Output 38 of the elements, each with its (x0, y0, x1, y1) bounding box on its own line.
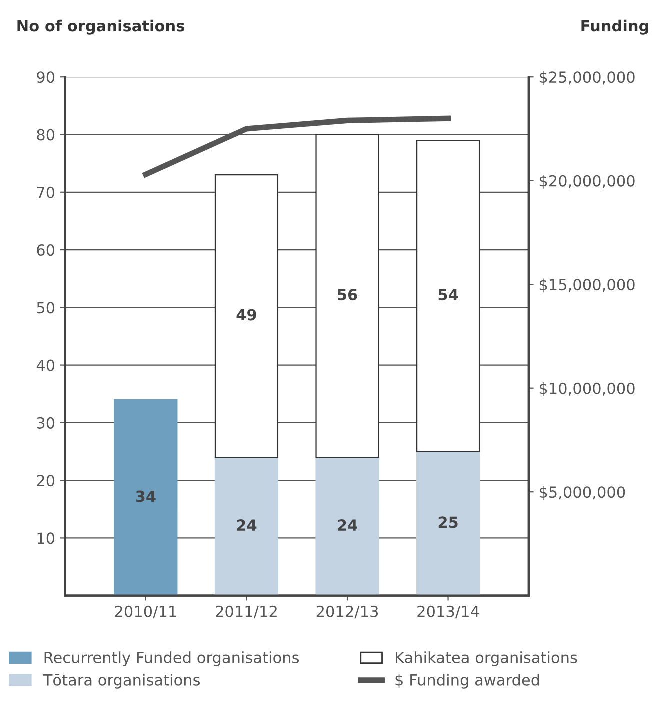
data-label: 54 (438, 289, 458, 301)
bar (416, 140, 480, 452)
y2-axis-title: Funding (582, 20, 648, 35)
legend-label: Kahikatea organisations (396, 652, 578, 666)
bar (214, 456, 279, 596)
bar (416, 451, 480, 596)
y-tick-label: 70 (37, 186, 55, 198)
x-tick-label: 2012/13 (316, 606, 378, 619)
y2-tick-label: $25,000,000 (540, 71, 635, 86)
y-tick-label: 80 (37, 129, 55, 141)
y-tick-label: 50 (37, 302, 55, 314)
data-label: 25 (438, 516, 458, 528)
y-tick-label: 30 (37, 417, 55, 429)
y-tick-label: 40 (36, 360, 55, 372)
data-label: 49 (236, 309, 256, 321)
y-tick-label: 10 (38, 532, 55, 544)
y-tick-label: 90 (37, 72, 55, 84)
bar (316, 456, 380, 596)
legend-label: $ Funding awarded (396, 674, 540, 689)
bar (316, 134, 380, 458)
legend-label: Recurrently Funded organisations (44, 652, 300, 666)
y2-tick-label: $10,000,000 (540, 382, 635, 396)
y2-tick-label: $5,000,000 (540, 486, 626, 500)
y2-tick-label: $15,000,000 (540, 278, 635, 293)
y-tick-label: 60 (37, 244, 55, 256)
data-label: 24 (237, 520, 257, 531)
x-tick-label: 2013/14 (418, 606, 480, 619)
y-axis-title: No of organisations (18, 20, 184, 35)
bar (214, 174, 279, 458)
y-tick-label: 20 (37, 475, 55, 487)
y2-tick-label: $20,000,000 (540, 175, 635, 189)
data-label: 56 (338, 289, 358, 301)
x-tick-label: 2010/11 (115, 606, 176, 619)
legend-label: Tōtara organisations (43, 674, 200, 689)
bar (114, 399, 178, 596)
data-label: 24 (338, 520, 358, 531)
x-tick-label: 2011/12 (216, 606, 277, 619)
data-label: 34 (136, 490, 156, 502)
